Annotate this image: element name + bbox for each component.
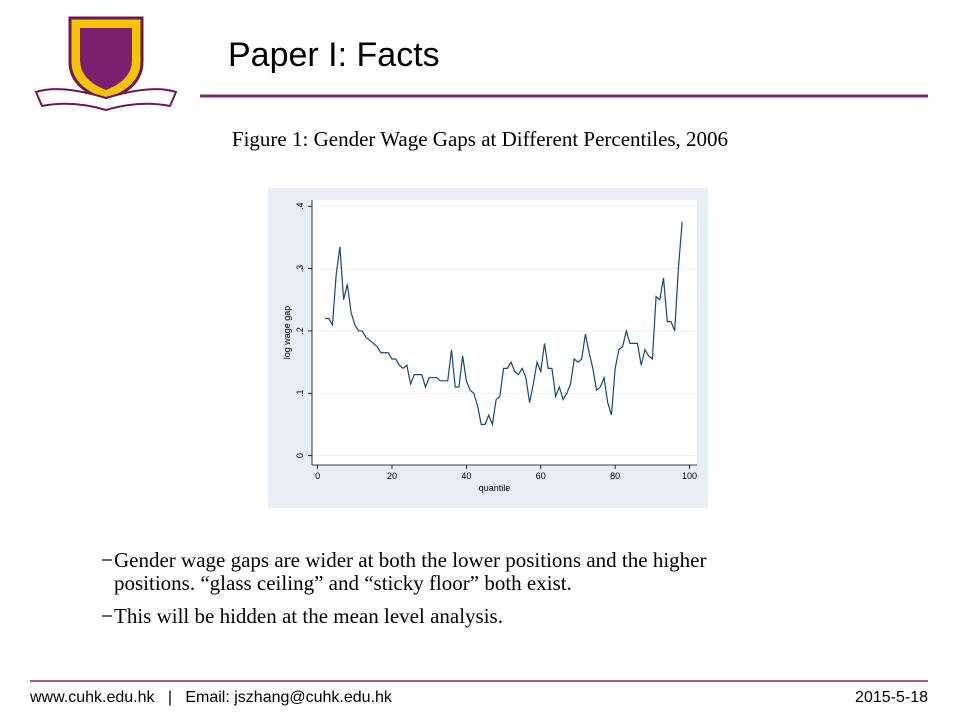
x-tick-label: 100	[682, 471, 697, 481]
footer-date: 2015-5-18	[855, 689, 928, 706]
figure-caption: Figure 1: Gender Wage Gaps at Different …	[232, 127, 728, 151]
y-tick-label: .1	[295, 390, 305, 398]
y-tick-label: .2	[295, 327, 305, 335]
x-tick-label: 0	[315, 471, 320, 481]
slide-title: Paper I: Facts	[228, 36, 440, 74]
footer-left: www.cuhk.edu.hk | Email: jszhang@cuhk.ed…	[29, 689, 393, 706]
y-tick-label: .3	[295, 265, 305, 273]
x-tick-label: 60	[536, 471, 546, 481]
bullet-text: Gender wage gaps are wider at both the l…	[114, 548, 706, 572]
bullet-text: positions. “glass ceiling” and “sticky f…	[114, 571, 572, 595]
y-tick-label: .4	[295, 202, 305, 210]
x-tick-label: 40	[461, 471, 471, 481]
logo	[34, 16, 178, 112]
plot-area	[312, 200, 697, 465]
y-tick-label: 0	[295, 453, 305, 458]
x-axis-title: quantile	[479, 483, 511, 493]
x-tick-label: 20	[387, 471, 397, 481]
bullet-text: This will be hidden at the mean level an…	[114, 604, 503, 628]
y-axis-title: log wage gap	[282, 306, 292, 360]
data-line	[325, 221, 683, 427]
plot: 0 .1 .2 .3 .4 0 20 40 60 80 100 quantile log wage ga…	[282, 200, 697, 493]
x-tick-label: 80	[610, 471, 620, 481]
